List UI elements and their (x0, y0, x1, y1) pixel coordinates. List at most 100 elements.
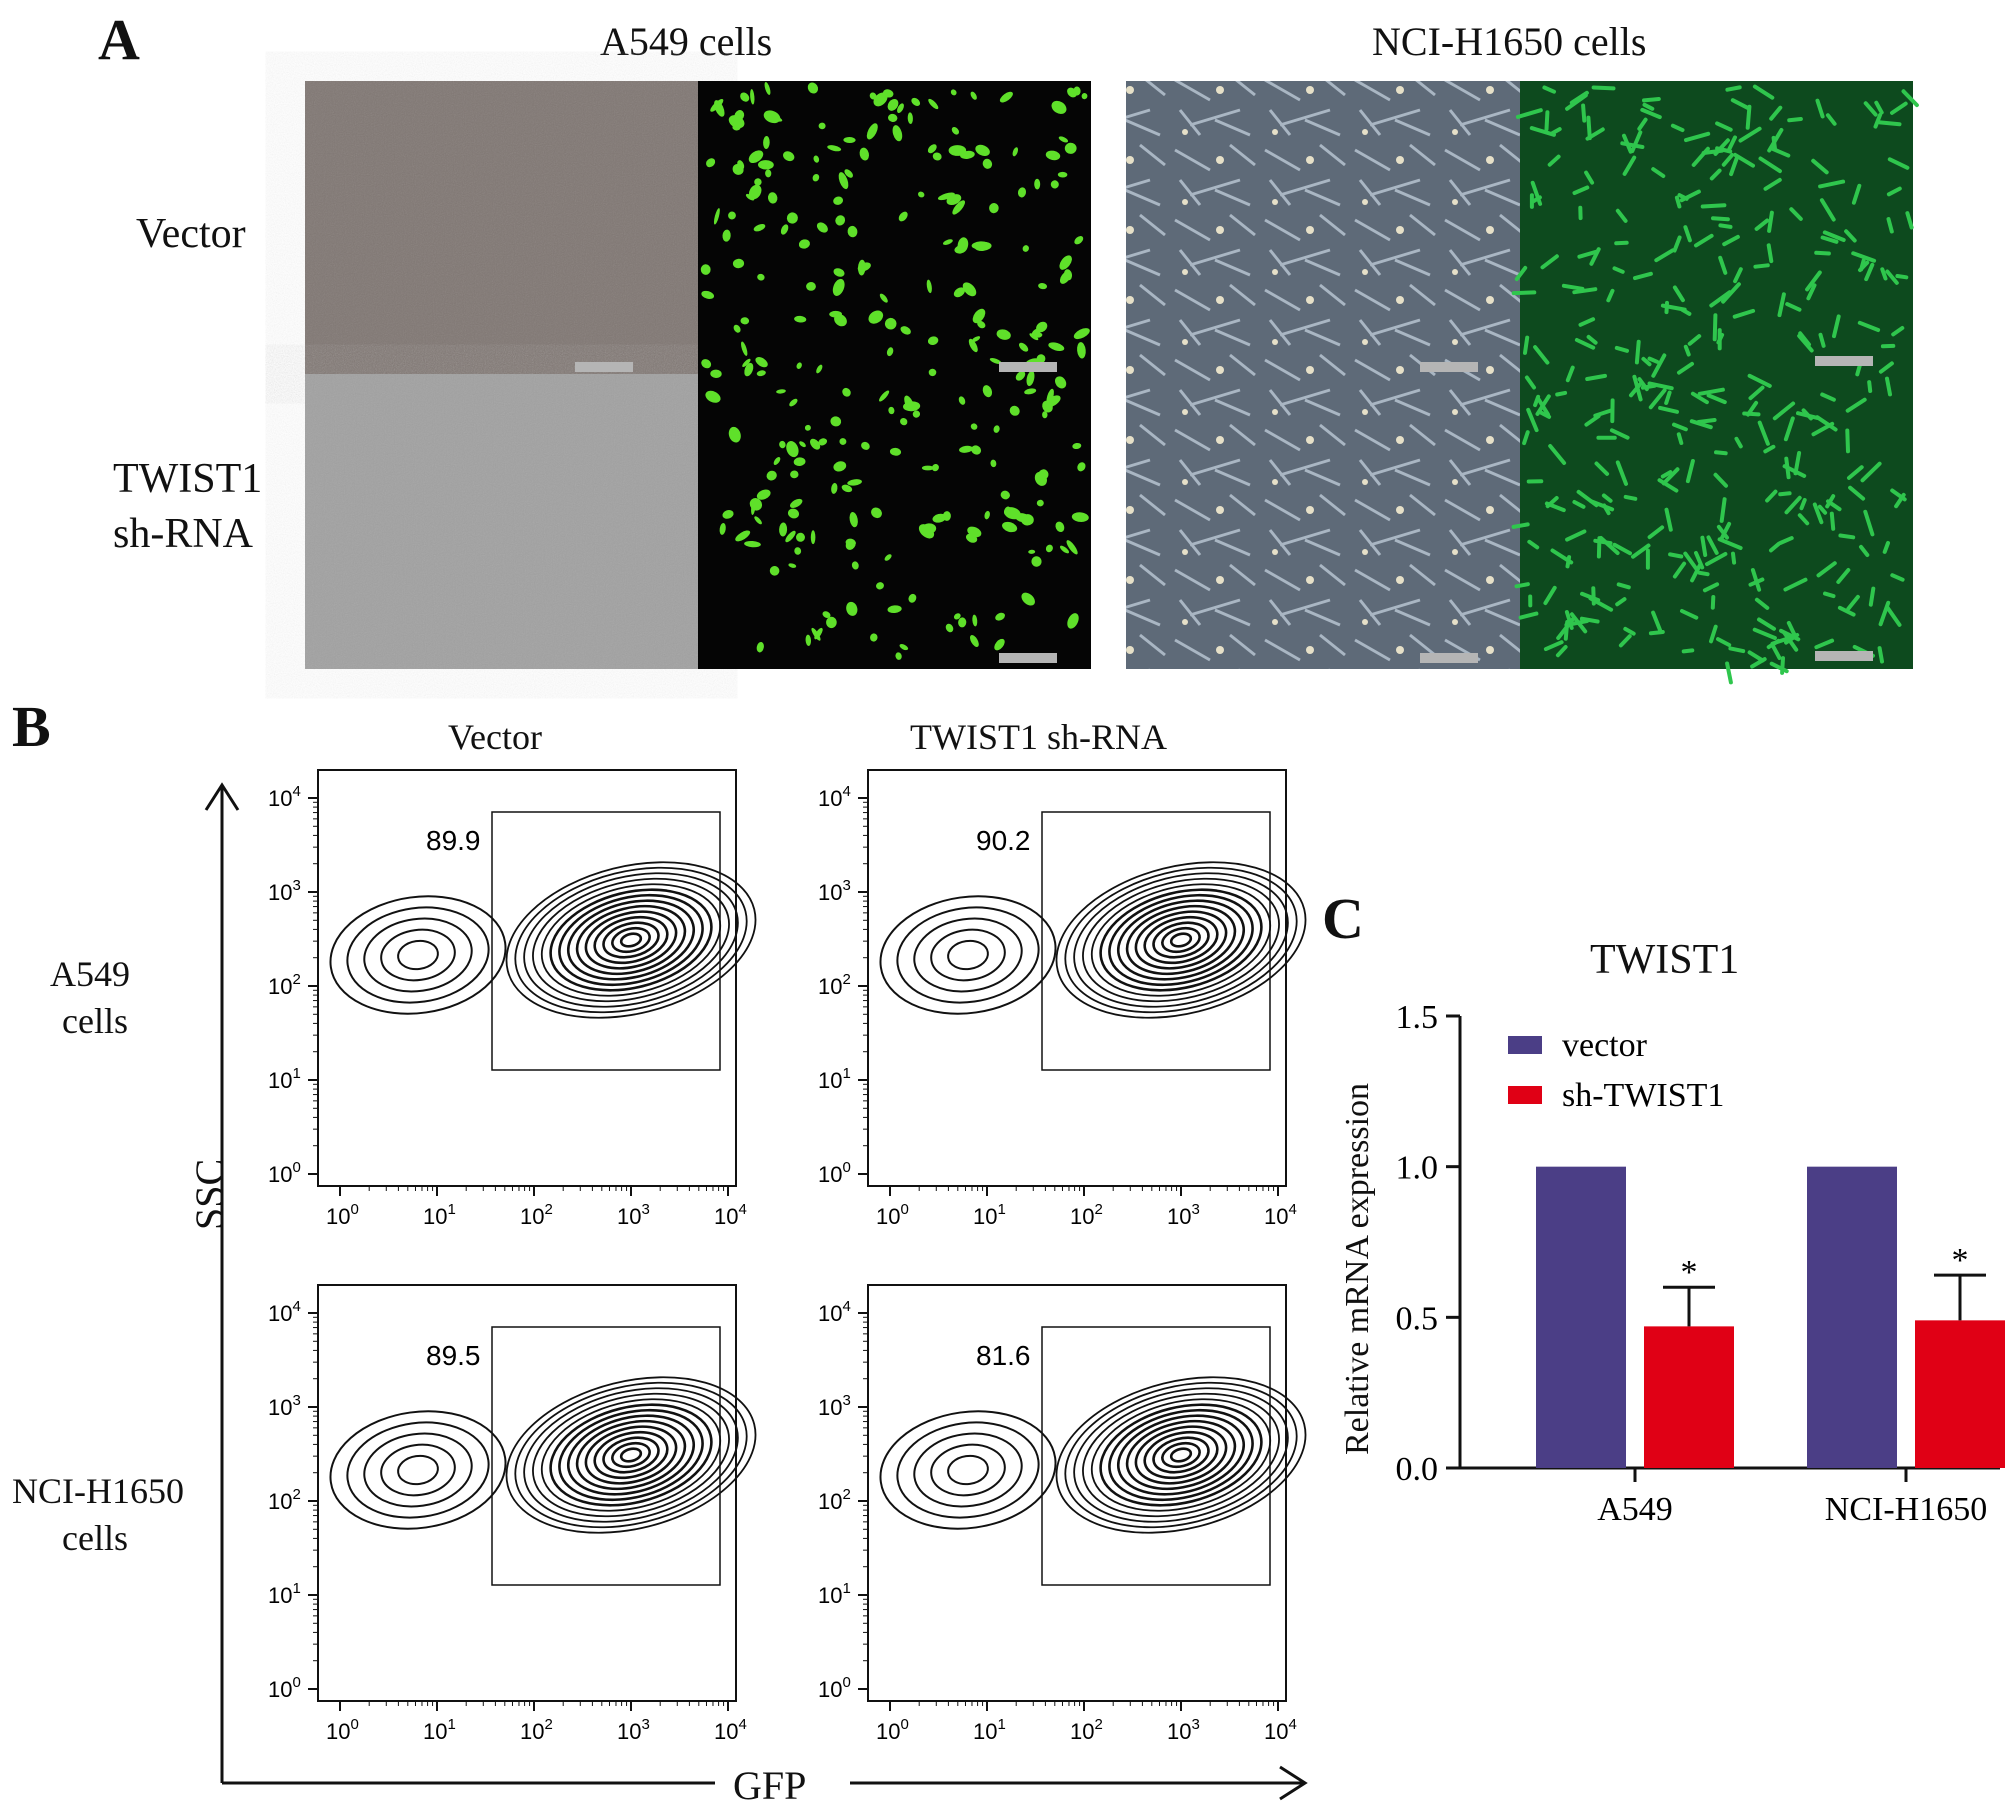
y-tick-label: 101 (818, 1580, 851, 1608)
contour-line (1116, 899, 1246, 981)
contour-line (558, 1408, 704, 1502)
contour-line (584, 1425, 678, 1485)
gate-percentage: 90.2 (976, 825, 1031, 856)
x-tick-label: 101 (423, 1716, 456, 1744)
x-tick-label: NCI-H1650 (1825, 1491, 1987, 1528)
axis-arrows (204, 782, 1308, 1801)
panel-b-col-title-shrna: TWIST1 sh-RNA (910, 717, 1167, 757)
x-tick-label: 101 (423, 1201, 456, 1229)
x-tick-label: 102 (1070, 1201, 1103, 1229)
contour-line (540, 1398, 722, 1512)
y-tick-label: 0.5 (1396, 1300, 1439, 1337)
contour-line (1134, 910, 1228, 970)
contour-line (602, 921, 660, 959)
contour-line (523, 872, 739, 1008)
chart-axes: 0.0 0.5 1.0 1.5 A549 NCI-H1650 (1396, 999, 2000, 1528)
y-tick-label: 104 (268, 783, 301, 811)
x-tick-label: 103 (1167, 1201, 1200, 1229)
x-tick-label: 104 (1264, 1716, 1297, 1744)
contour-peak (1174, 1452, 1188, 1458)
gate-box (1041, 1326, 1271, 1586)
contour-line (879, 895, 1057, 1015)
scale-bar (1420, 362, 1478, 372)
y-tick-label: 103 (268, 877, 301, 905)
x-tick-label: 104 (714, 1716, 747, 1744)
contour-line (1152, 1436, 1210, 1474)
y-tick-label: 101 (268, 1580, 301, 1608)
contour-peak (624, 1452, 638, 1458)
panel-b-row-label-nci-cells: cells (62, 1518, 128, 1558)
contour-line (505, 861, 757, 1019)
x-tick-label: 103 (617, 1716, 650, 1744)
y-tick-label: 102 (818, 971, 851, 999)
plot-frame (867, 1284, 1287, 1702)
contour-line (1125, 1419, 1237, 1491)
y-tick-label: 100 (268, 1674, 301, 1702)
x-tick-label: 104 (1264, 1201, 1297, 1229)
ssc-axis-label: SSC (187, 1158, 232, 1230)
bar-vector-NCI-H1650 (1807, 1166, 1897, 1468)
chart-title: TWIST1 (1590, 937, 1740, 983)
scale-bar (1815, 651, 1873, 661)
contour-line (1169, 932, 1193, 948)
contour-line (947, 1454, 989, 1486)
x-tick-label: 100 (326, 1201, 359, 1229)
contour-line (346, 1421, 490, 1519)
bar-sh-TWIST1-NCI-H1650 (1915, 1320, 2005, 1468)
contour-line (619, 1447, 643, 1463)
contour-line (1134, 1425, 1228, 1485)
contour-line (505, 1376, 757, 1534)
contour-line (532, 877, 730, 1003)
panel-b-col-title-vector: Vector (448, 717, 542, 757)
contour-line (896, 1421, 1040, 1519)
x-tick-label: 100 (876, 1716, 909, 1744)
legend-label: vector (1562, 1027, 1648, 1064)
y-tick-label: 103 (818, 1392, 851, 1420)
x-tick-label: 102 (520, 1716, 553, 1744)
contour-line (523, 1387, 739, 1523)
panel-a-row-label-shrna: sh-RNA (113, 511, 254, 557)
gfp-axis-label: GFP (733, 1763, 807, 1808)
flow-plot-1-1: 100 100 101 101 102 102 103 103 104 104 81.6 (818, 1284, 1307, 1744)
plot-frame (317, 769, 737, 1187)
scale-bar (1815, 356, 1873, 366)
x-tick-label: 104 (714, 1201, 747, 1229)
contour-line (566, 899, 696, 981)
y-tick-label: 104 (818, 1298, 851, 1326)
scale-bar (999, 653, 1057, 663)
contour-line (584, 910, 678, 970)
contour-line (602, 1436, 660, 1474)
contour-line (549, 888, 713, 992)
x-tick-label: 103 (1167, 1716, 1200, 1744)
plot-frame (867, 769, 1287, 1187)
a549-vector-brightfield-image (305, 81, 698, 374)
y-tick-label: 102 (818, 1486, 851, 1514)
scale-bar (1420, 653, 1478, 663)
contour-line (329, 895, 507, 1015)
contour-line (930, 928, 1006, 982)
y-tick-label: 102 (268, 971, 301, 999)
contour-line (1108, 1408, 1254, 1502)
nci-shrna-brightfield-image (1126, 374, 1520, 669)
panel-a-letter: A (98, 7, 140, 72)
contour-line (896, 906, 1040, 1004)
contour-peak (1174, 937, 1188, 943)
legend-label: sh-TWIST1 (1562, 1077, 1724, 1114)
gate-box (491, 811, 721, 1071)
contour-line (611, 926, 651, 954)
panel-a-title-nci: NCI-H1650 cells (1372, 19, 1647, 64)
contour-line (397, 939, 439, 971)
panel-a-row-label-twist1: TWIST1 (113, 456, 263, 502)
flow-plot-0-1: 100 100 101 101 102 102 103 103 104 104 90.2 (818, 769, 1307, 1229)
nci-vector-gfp-image (1520, 81, 1913, 374)
x-tick-label: 100 (326, 1716, 359, 1744)
contour-line (575, 904, 687, 976)
y-tick-label: 101 (268, 1065, 301, 1093)
contour-line (1143, 1430, 1219, 1480)
panel-b-row-label-a549: A549 (50, 954, 130, 994)
contour-line (363, 1432, 473, 1508)
chart-ylabel: Relative mRNA expression (1339, 1082, 1376, 1455)
contour-line (566, 1414, 696, 1496)
